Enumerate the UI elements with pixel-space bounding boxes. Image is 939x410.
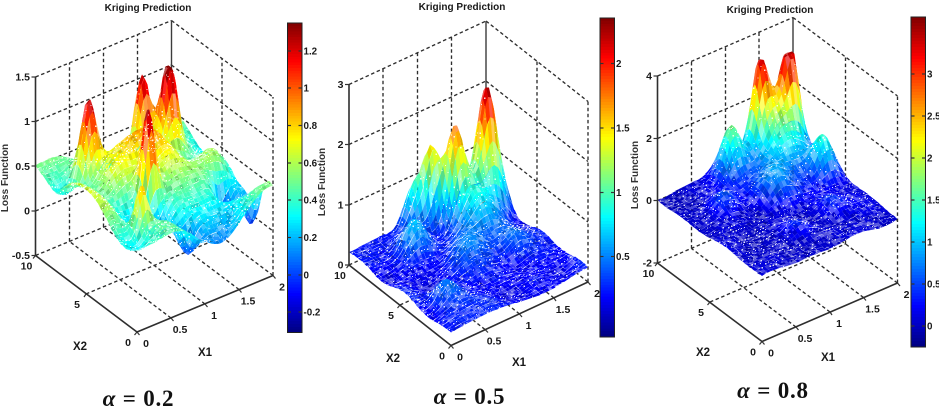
svg-text:10: 10 xyxy=(21,261,33,273)
svg-text:3: 3 xyxy=(338,79,344,91)
svg-text:0: 0 xyxy=(457,352,463,364)
svg-text:3: 3 xyxy=(927,70,933,81)
svg-text:0.5: 0.5 xyxy=(15,161,30,173)
svg-text:10: 10 xyxy=(334,270,346,282)
svg-text:0: 0 xyxy=(24,206,30,218)
svg-text:0.5: 0.5 xyxy=(798,333,813,345)
svg-text:X2: X2 xyxy=(386,353,400,365)
svg-text:X2: X2 xyxy=(73,341,87,353)
svg-text:1: 1 xyxy=(927,238,933,249)
svg-text:1.5: 1.5 xyxy=(865,304,880,316)
svg-text:α = 0.2: α = 0.2 xyxy=(103,386,175,410)
svg-text:1.5: 1.5 xyxy=(927,196,939,207)
svg-text:X1: X1 xyxy=(512,357,527,369)
svg-text:Kriging Prediction: Kriging Prediction xyxy=(419,2,506,13)
svg-text:-2: -2 xyxy=(643,258,652,270)
svg-text:0: 0 xyxy=(338,260,344,272)
svg-text:2: 2 xyxy=(279,282,285,294)
svg-text:0.5: 0.5 xyxy=(616,252,630,263)
svg-text:5: 5 xyxy=(74,299,80,311)
svg-text:1: 1 xyxy=(526,320,532,332)
svg-text:-0.2: -0.2 xyxy=(304,308,321,319)
svg-text:α = 0.5: α = 0.5 xyxy=(434,384,506,409)
svg-text:1: 1 xyxy=(211,310,217,322)
svg-text:5: 5 xyxy=(388,310,394,322)
svg-text:0: 0 xyxy=(750,347,756,359)
svg-text:Loss Function: Loss Function xyxy=(0,144,11,212)
svg-text:5: 5 xyxy=(698,307,704,319)
svg-text:2: 2 xyxy=(904,289,910,301)
svg-text:0: 0 xyxy=(768,348,774,360)
svg-text:1: 1 xyxy=(304,84,310,95)
svg-text:2: 2 xyxy=(338,139,344,151)
svg-text:1.5: 1.5 xyxy=(616,124,630,135)
svg-text:2: 2 xyxy=(646,133,652,145)
svg-text:1: 1 xyxy=(24,116,30,128)
svg-text:0.6: 0.6 xyxy=(304,159,318,170)
svg-text:1.5: 1.5 xyxy=(15,72,30,84)
svg-text:1.2: 1.2 xyxy=(304,47,318,58)
svg-text:4: 4 xyxy=(646,71,652,83)
svg-text:2: 2 xyxy=(616,59,622,70)
svg-text:0: 0 xyxy=(125,337,131,349)
svg-text:0.5: 0.5 xyxy=(487,336,502,348)
svg-text:0: 0 xyxy=(439,351,445,363)
svg-text:-0.5: -0.5 xyxy=(12,250,30,262)
svg-text:0: 0 xyxy=(646,195,652,207)
svg-text:0.4: 0.4 xyxy=(304,196,318,207)
svg-text:0: 0 xyxy=(927,322,933,333)
svg-text:0.8: 0.8 xyxy=(304,121,318,132)
svg-text:0.2: 0.2 xyxy=(304,233,318,244)
svg-text:10: 10 xyxy=(643,268,655,280)
svg-text:Kriging Prediction: Kriging Prediction xyxy=(105,3,192,14)
svg-text:2.5: 2.5 xyxy=(927,112,939,123)
svg-text:X1: X1 xyxy=(198,347,213,359)
svg-text:2: 2 xyxy=(594,288,600,300)
svg-text:0: 0 xyxy=(304,271,310,282)
svg-text:1.5: 1.5 xyxy=(241,296,256,308)
svg-text:X1: X1 xyxy=(821,352,836,364)
svg-text:1: 1 xyxy=(616,188,622,199)
svg-text:1: 1 xyxy=(338,200,344,212)
svg-text:0.5: 0.5 xyxy=(927,280,939,291)
svg-text:1.5: 1.5 xyxy=(556,304,571,316)
svg-text:0.5: 0.5 xyxy=(173,324,188,336)
svg-text:2: 2 xyxy=(927,154,933,165)
svg-text:α = 0.8: α = 0.8 xyxy=(737,378,809,403)
svg-text:X2: X2 xyxy=(696,347,710,359)
svg-text:Loss Function: Loss Function xyxy=(630,141,641,209)
svg-text:Kriging Prediction: Kriging Prediction xyxy=(727,5,814,16)
svg-text:Loss Function: Loss Function xyxy=(317,148,328,216)
svg-text:0: 0 xyxy=(143,338,149,350)
svg-text:1: 1 xyxy=(836,318,842,330)
